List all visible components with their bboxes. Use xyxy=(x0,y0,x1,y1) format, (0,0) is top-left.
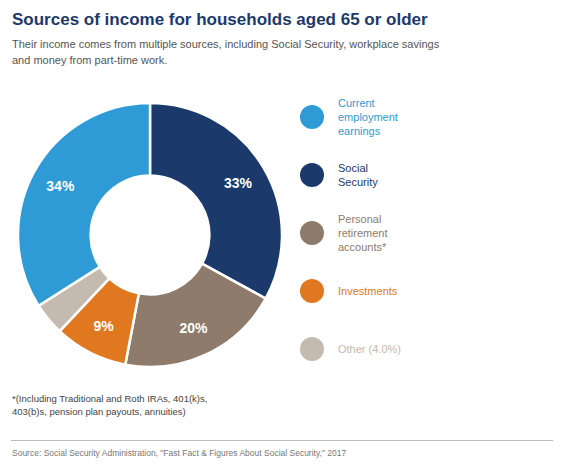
html-text:Sources of income for househol: Sources of income for households aged 65… xyxy=(12,10,428,29)
html-text:Source: Social Security Admini: Source: Social Security Administration, … xyxy=(12,448,347,458)
html-text:Social Security: Social Security xyxy=(338,162,378,188)
html-text:Current employment earnings: Current employment earnings xyxy=(338,97,398,137)
svg-text:34%: 34% xyxy=(46,178,75,194)
svg-text:9%: 9% xyxy=(93,318,114,334)
html-text:Investments: Investments xyxy=(338,285,398,297)
html-text:Personal retirement accounts*: Personal retirement accounts* xyxy=(338,213,388,253)
svg-text:33%: 33% xyxy=(224,175,253,191)
html-text:*(Including Traditional and Ro: *(Including Traditional and Roth IRAs, 4… xyxy=(12,393,208,417)
html-text:Other (4.0%): Other (4.0%) xyxy=(338,343,401,355)
html-text:Their income comes from multip: Their income comes from multiple sources… xyxy=(12,38,440,66)
svg-text:20%: 20% xyxy=(180,320,209,336)
